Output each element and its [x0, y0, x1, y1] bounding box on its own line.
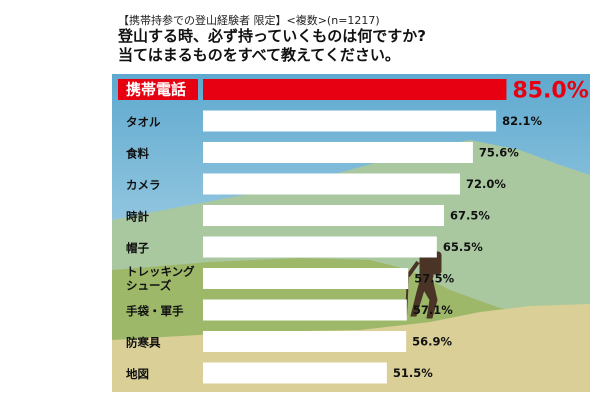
- value-label: 85.0%: [512, 79, 588, 104]
- category-label: 防寒具: [126, 336, 161, 350]
- value-label: 72.0%: [466, 177, 506, 191]
- value-label: 57.5%: [414, 272, 454, 286]
- bar: [203, 142, 473, 163]
- bar: [203, 268, 409, 289]
- bar: [203, 110, 497, 132]
- value-labels: 85.0% 82.1% 75.6% 72.0% 67.5% 65.5% 57.5% 57.1%…: [393, 79, 589, 381]
- bar: [203, 331, 407, 352]
- bar: [203, 173, 461, 195]
- value-label: 67.5%: [450, 209, 490, 223]
- category-label: 帽子: [126, 241, 149, 255]
- chart-title-line2: 当てはまるものをすべて教えてください。: [118, 46, 400, 64]
- chart-subtitle: 【携帯持参での登山経験者 限定】<複数>(n=1217): [118, 14, 380, 27]
- category-label: 時計: [126, 210, 149, 224]
- value-label: 51.5%: [393, 366, 433, 380]
- chart-title-line1: 登山する時、必ず持っていくものは何ですか?: [118, 27, 426, 45]
- bar: [203, 205, 444, 226]
- category-label: カメラ: [126, 178, 161, 192]
- value-label: 57.1%: [413, 303, 453, 317]
- bar: [203, 236, 437, 258]
- category-label: 地図: [126, 367, 149, 381]
- value-label: 75.6%: [479, 146, 519, 160]
- bar: [203, 362, 387, 384]
- category-label: 携帯電話: [126, 81, 186, 99]
- bar: [203, 299, 407, 321]
- highlight-label-background: [118, 79, 198, 100]
- bars-layer: [203, 79, 507, 384]
- category-label: トレッキングシューズ: [126, 265, 195, 293]
- category-label: 手袋・軍手: [126, 304, 184, 318]
- category-label: 食料: [126, 147, 149, 161]
- value-label: 65.5%: [443, 240, 483, 254]
- bar: [203, 79, 507, 100]
- value-label: 56.9%: [412, 335, 452, 349]
- value-label: 82.1%: [502, 114, 542, 128]
- chart-title: 登山する時、必ず持っていくものは何ですか? 当てはまるものをすべて教えてください…: [118, 27, 588, 65]
- category-label: タオル: [126, 115, 161, 129]
